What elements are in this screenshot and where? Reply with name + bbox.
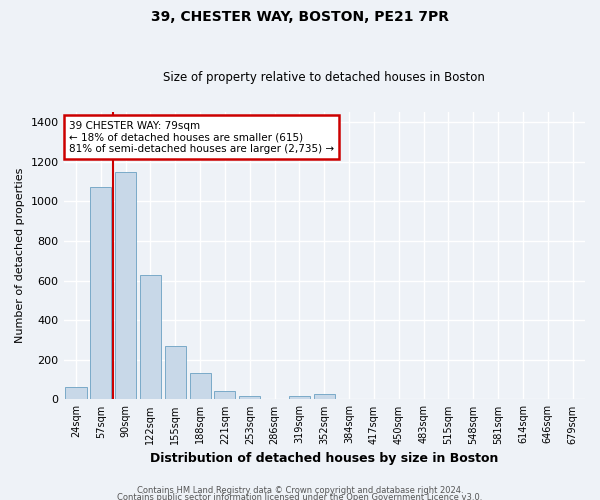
Bar	[90, 188, 112, 400]
Bar	[190, 372, 211, 400]
Y-axis label: Number of detached properties: Number of detached properties	[15, 168, 25, 344]
Bar	[140, 274, 161, 400]
Text: Contains public sector information licensed under the Open Government Licence v3: Contains public sector information licen…	[118, 494, 482, 500]
Bar	[239, 396, 260, 400]
Bar	[289, 396, 310, 400]
Bar	[314, 394, 335, 400]
Bar	[214, 391, 235, 400]
Text: 39 CHESTER WAY: 79sqm
← 18% of detached houses are smaller (615)
81% of semi-det: 39 CHESTER WAY: 79sqm ← 18% of detached …	[69, 120, 334, 154]
Title: Size of property relative to detached houses in Boston: Size of property relative to detached ho…	[163, 72, 485, 85]
Text: 39, CHESTER WAY, BOSTON, PE21 7PR: 39, CHESTER WAY, BOSTON, PE21 7PR	[151, 10, 449, 24]
Bar	[115, 172, 136, 400]
Bar	[165, 346, 186, 400]
Bar	[65, 386, 86, 400]
Text: Contains HM Land Registry data © Crown copyright and database right 2024.: Contains HM Land Registry data © Crown c…	[137, 486, 463, 495]
X-axis label: Distribution of detached houses by size in Boston: Distribution of detached houses by size …	[150, 452, 499, 465]
